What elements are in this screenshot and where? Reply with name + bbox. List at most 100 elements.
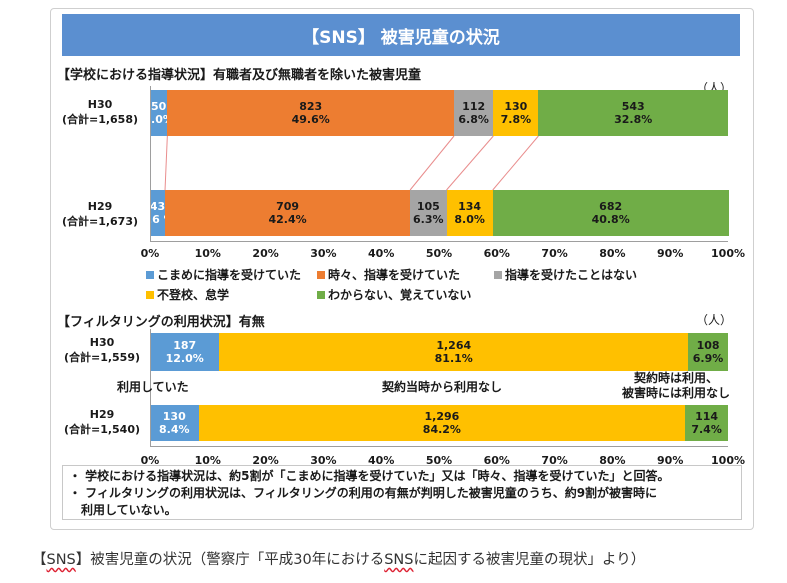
category-label-used: 利用していた [117,380,189,394]
figure-caption: 【SNS】被害児童の状況（警察庁「平成30年におけるSNSに起因する被害児童の現… [32,552,646,568]
segment-percent-label: 6.9% [692,352,724,365]
segment-percent-label: 2.6 % [150,213,165,226]
category-label-never-used: 契約当時から利用なし [382,380,503,394]
segment-count-label: 1,296 [424,410,460,423]
segment-percent-label: 6.3% [413,213,444,226]
segment-count-label: 823 [299,100,323,113]
y-axis-line [150,329,151,446]
segment-percent-label: 8.0% [454,213,485,226]
x-tick-label: 30% [310,454,337,467]
row-total: (合計=1,673) [61,215,139,228]
section-title-guidance: 【学校における指導状況】有職者及び無職者を除いた被害児童 [57,68,422,83]
bar-segment-truancy: 130 7.8% [493,90,539,136]
bar-segment-unknown: 682 40.8% [492,190,729,236]
row-total: (合計=1,559) [63,351,141,364]
bar-segment-stopped: 108 6.9% [688,333,728,371]
segment-count-label: 1,264 [436,339,472,352]
segment-count-label: 130 [162,410,186,423]
legend-item-sometimes: 時々、指導を受けていた [317,266,460,283]
segment-count-label: 43 [150,200,166,213]
note-line: ・ フィルタリングの利用状況は、フィルタリングの利用の有無が判明した被害児童のう… [69,486,658,500]
x-tick-label: 40% [368,247,395,260]
legend-swatch [317,270,325,279]
row-label: H30 (合計=1,658) [60,97,140,127]
x-tick-label: 90% [657,454,684,467]
x-axis-line [150,446,728,447]
bar-segment-never-used: 1,264 81.1% [219,333,689,371]
segment-percent-label: 8.4% [159,423,190,436]
x-axis-line [150,241,728,242]
segment-percent-label: 12.0% [165,352,204,365]
segment-count-label: 709 [276,200,300,213]
segment-percent-label: 49.6% [291,113,330,126]
section-title-filtering: 【フィルタリングの利用状況】有無 [57,315,265,330]
bar-segment-used: 130 8.4% [150,405,199,441]
bar-segment-sometimes: 709 42.4% [165,190,411,236]
bar-segment-never: 105 6.3% [410,190,447,236]
legend-item-frequent: こまめに指導を受けていた [146,266,301,283]
bar-segment-stopped: 114 7.4% [685,405,728,441]
bar-segment-used: 187 12.0% [150,333,220,371]
legend-swatch [317,290,325,299]
x-tick-label: 0% [140,454,160,467]
row-year: H30 [87,98,113,111]
row-total: (合計=1,540) [63,423,141,436]
segment-percent-label: 40.8% [591,213,630,226]
legend-item-unknown: わからない、覚えていない [317,286,471,303]
bar-segment-truancy: 134 8.0% [446,190,493,236]
legend-item-truancy: 不登校、怠学 [146,286,229,303]
bar-segment-frequent: 503.0% [150,90,168,136]
segment-count-label: 134 [458,200,482,213]
x-tick-label: 20% [252,454,279,467]
segment-count-label: 130 [504,100,528,113]
x-tick-label: 80% [599,247,626,260]
segment-percent-label: 84.2% [422,423,461,436]
x-tick-label: 60% [483,247,510,260]
segment-percent-label: 7.8% [500,113,532,126]
segment-percent-label: 3.0% [150,113,167,126]
segment-percent-label: 42.4% [268,213,307,226]
x-tick-label: 70% [541,454,568,467]
x-tick-label: 10% [194,247,221,260]
x-tick-label: 30% [310,247,337,260]
category-label-used-then-stopped: 契約時は利用、 被害時には利用なし [622,371,731,400]
x-tick-label: 50% [425,454,453,467]
x-tick-label: 90% [657,247,684,260]
bar-segment-sometimes: 823 49.6% [167,90,455,136]
note-line: 利用していない。 [81,503,177,517]
segment-count-label: 682 [599,200,623,213]
bar-segment-never-used: 1,296 84.2% [198,405,686,441]
x-tick-label: 50% [425,247,453,260]
bar-segment-never: 112 6.8% [454,90,494,136]
row-year: H29 [89,408,115,421]
note-line: ・ 学校における指導状況は、約5割が「こまめに指導を受けていた」又は「時々、指導… [69,469,670,483]
legend-swatch [146,270,154,279]
bar-segment-frequent: 432.6 % [150,190,166,236]
x-tick-label: 40% [368,454,395,467]
row-label: H29 (合計=1,673) [60,199,140,229]
segment-percent-label: 6.8% [458,113,489,126]
segment-count-label: 108 [696,339,720,352]
y-axis-line [150,86,151,241]
x-tick-label: 60% [483,454,510,467]
row-total: (合計=1,658) [61,113,139,126]
segment-percent-label: 32.8% [614,113,653,126]
row-year: H29 [87,200,113,213]
segment-percent-label: 81.1% [434,352,473,365]
segment-percent-label: 7.4% [691,423,722,436]
x-tick-label: 70% [541,247,568,260]
x-tick-label: 20% [252,247,279,260]
x-tick-label: 80% [599,454,626,467]
x-tick-label: 0% [140,247,160,260]
row-label: H29 (合計=1,540) [62,407,142,437]
segment-count-label: 543 [621,100,645,113]
segment-count-label: 187 [173,339,197,352]
legend-swatch [494,270,502,279]
legend-item-never: 指導を受けたことはない [494,266,637,283]
row-label: H30 (合計=1,559) [62,335,142,365]
x-tick-label: 10% [194,454,221,467]
segment-count-label: 50 [151,100,167,113]
notes-box: ・ 学校における指導状況は、約5割が「こまめに指導を受けていた」又は「時々、指導… [62,465,742,520]
legend-swatch [146,290,154,299]
segment-count-label: 105 [416,200,440,213]
